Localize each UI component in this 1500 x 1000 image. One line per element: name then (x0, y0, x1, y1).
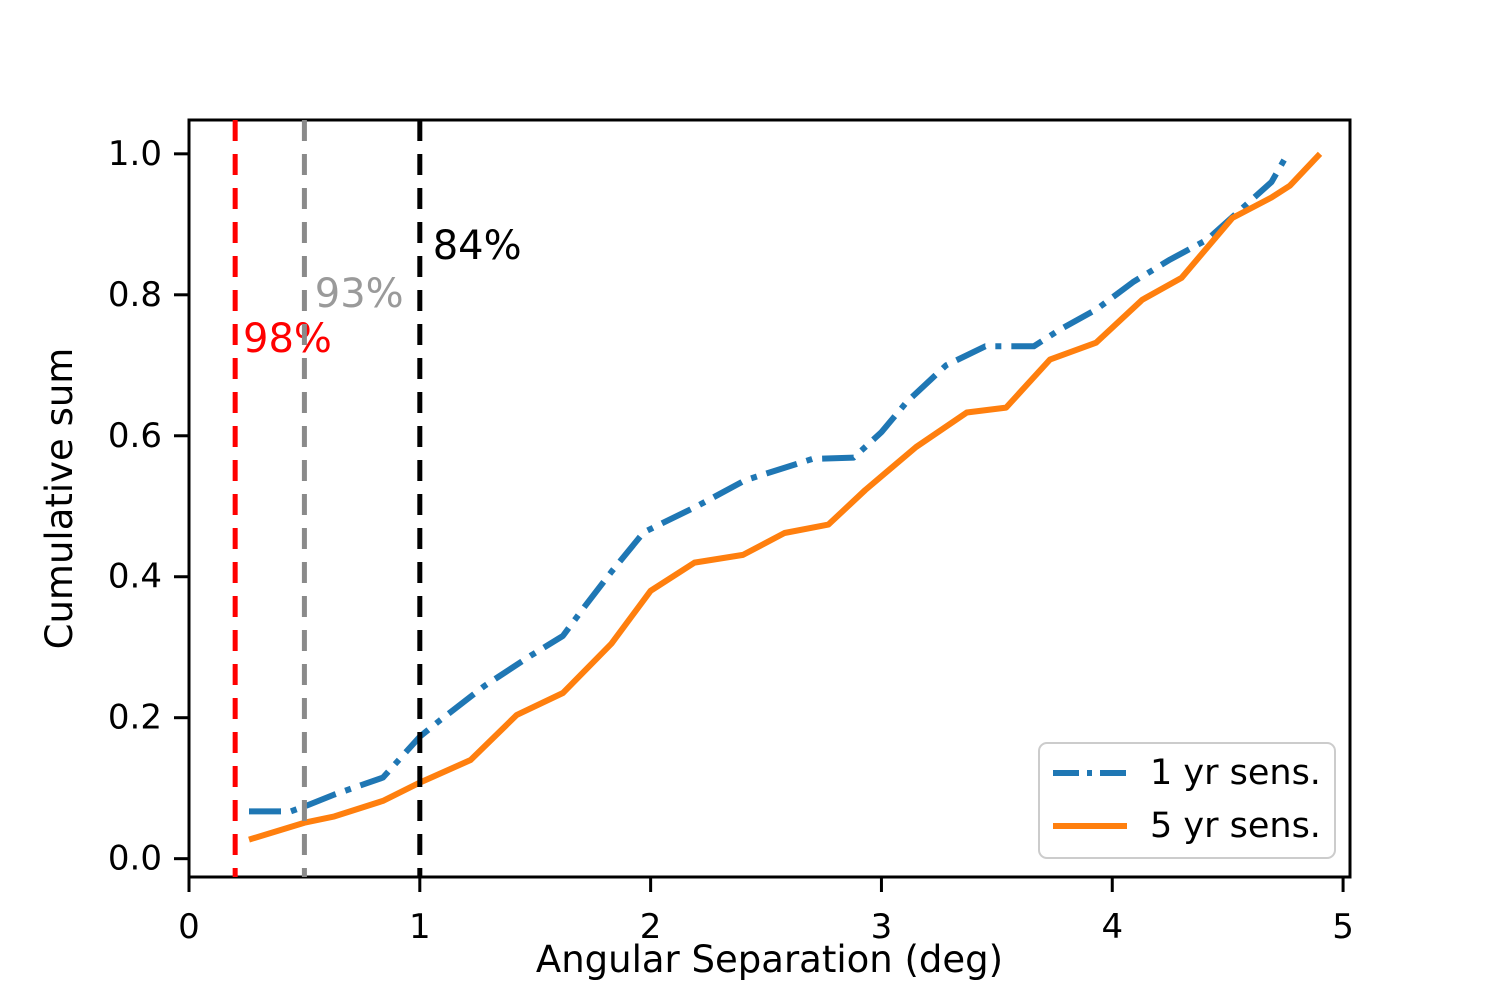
legend-label-1yr: 1 yr sens. (1150, 753, 1321, 793)
legend-label-5yr: 5 yr sens. (1150, 806, 1321, 846)
y-tick-label: 0.0 (108, 839, 162, 879)
x-tick-label: 2 (640, 907, 662, 947)
series-line-1yr (249, 152, 1291, 815)
vline-label-84%: 84% (433, 223, 522, 269)
x-tick-label: 3 (871, 907, 893, 947)
x-tick-label: 4 (1101, 907, 1123, 947)
y-tick-label: 1.0 (108, 134, 162, 174)
x-axis-label: Angular Separation (deg) (536, 938, 1003, 981)
y-tick-label: 0.2 (108, 698, 162, 738)
vline-label-93%: 93% (315, 271, 404, 317)
vline-label-98%: 98% (243, 316, 332, 362)
x-tick-label: 1 (409, 907, 431, 947)
x-tick-label: 5 (1332, 907, 1354, 947)
axes-frame (187, 118, 1352, 879)
y-tick-label: 0.8 (108, 275, 162, 315)
y-tick-label: 0.4 (108, 557, 162, 597)
y-tick-label: 0.6 (108, 416, 162, 456)
x-tick-label: 0 (178, 907, 200, 947)
y-axis-label: Cumulative sum (38, 348, 81, 650)
series-line-5yr (248, 151, 1323, 843)
